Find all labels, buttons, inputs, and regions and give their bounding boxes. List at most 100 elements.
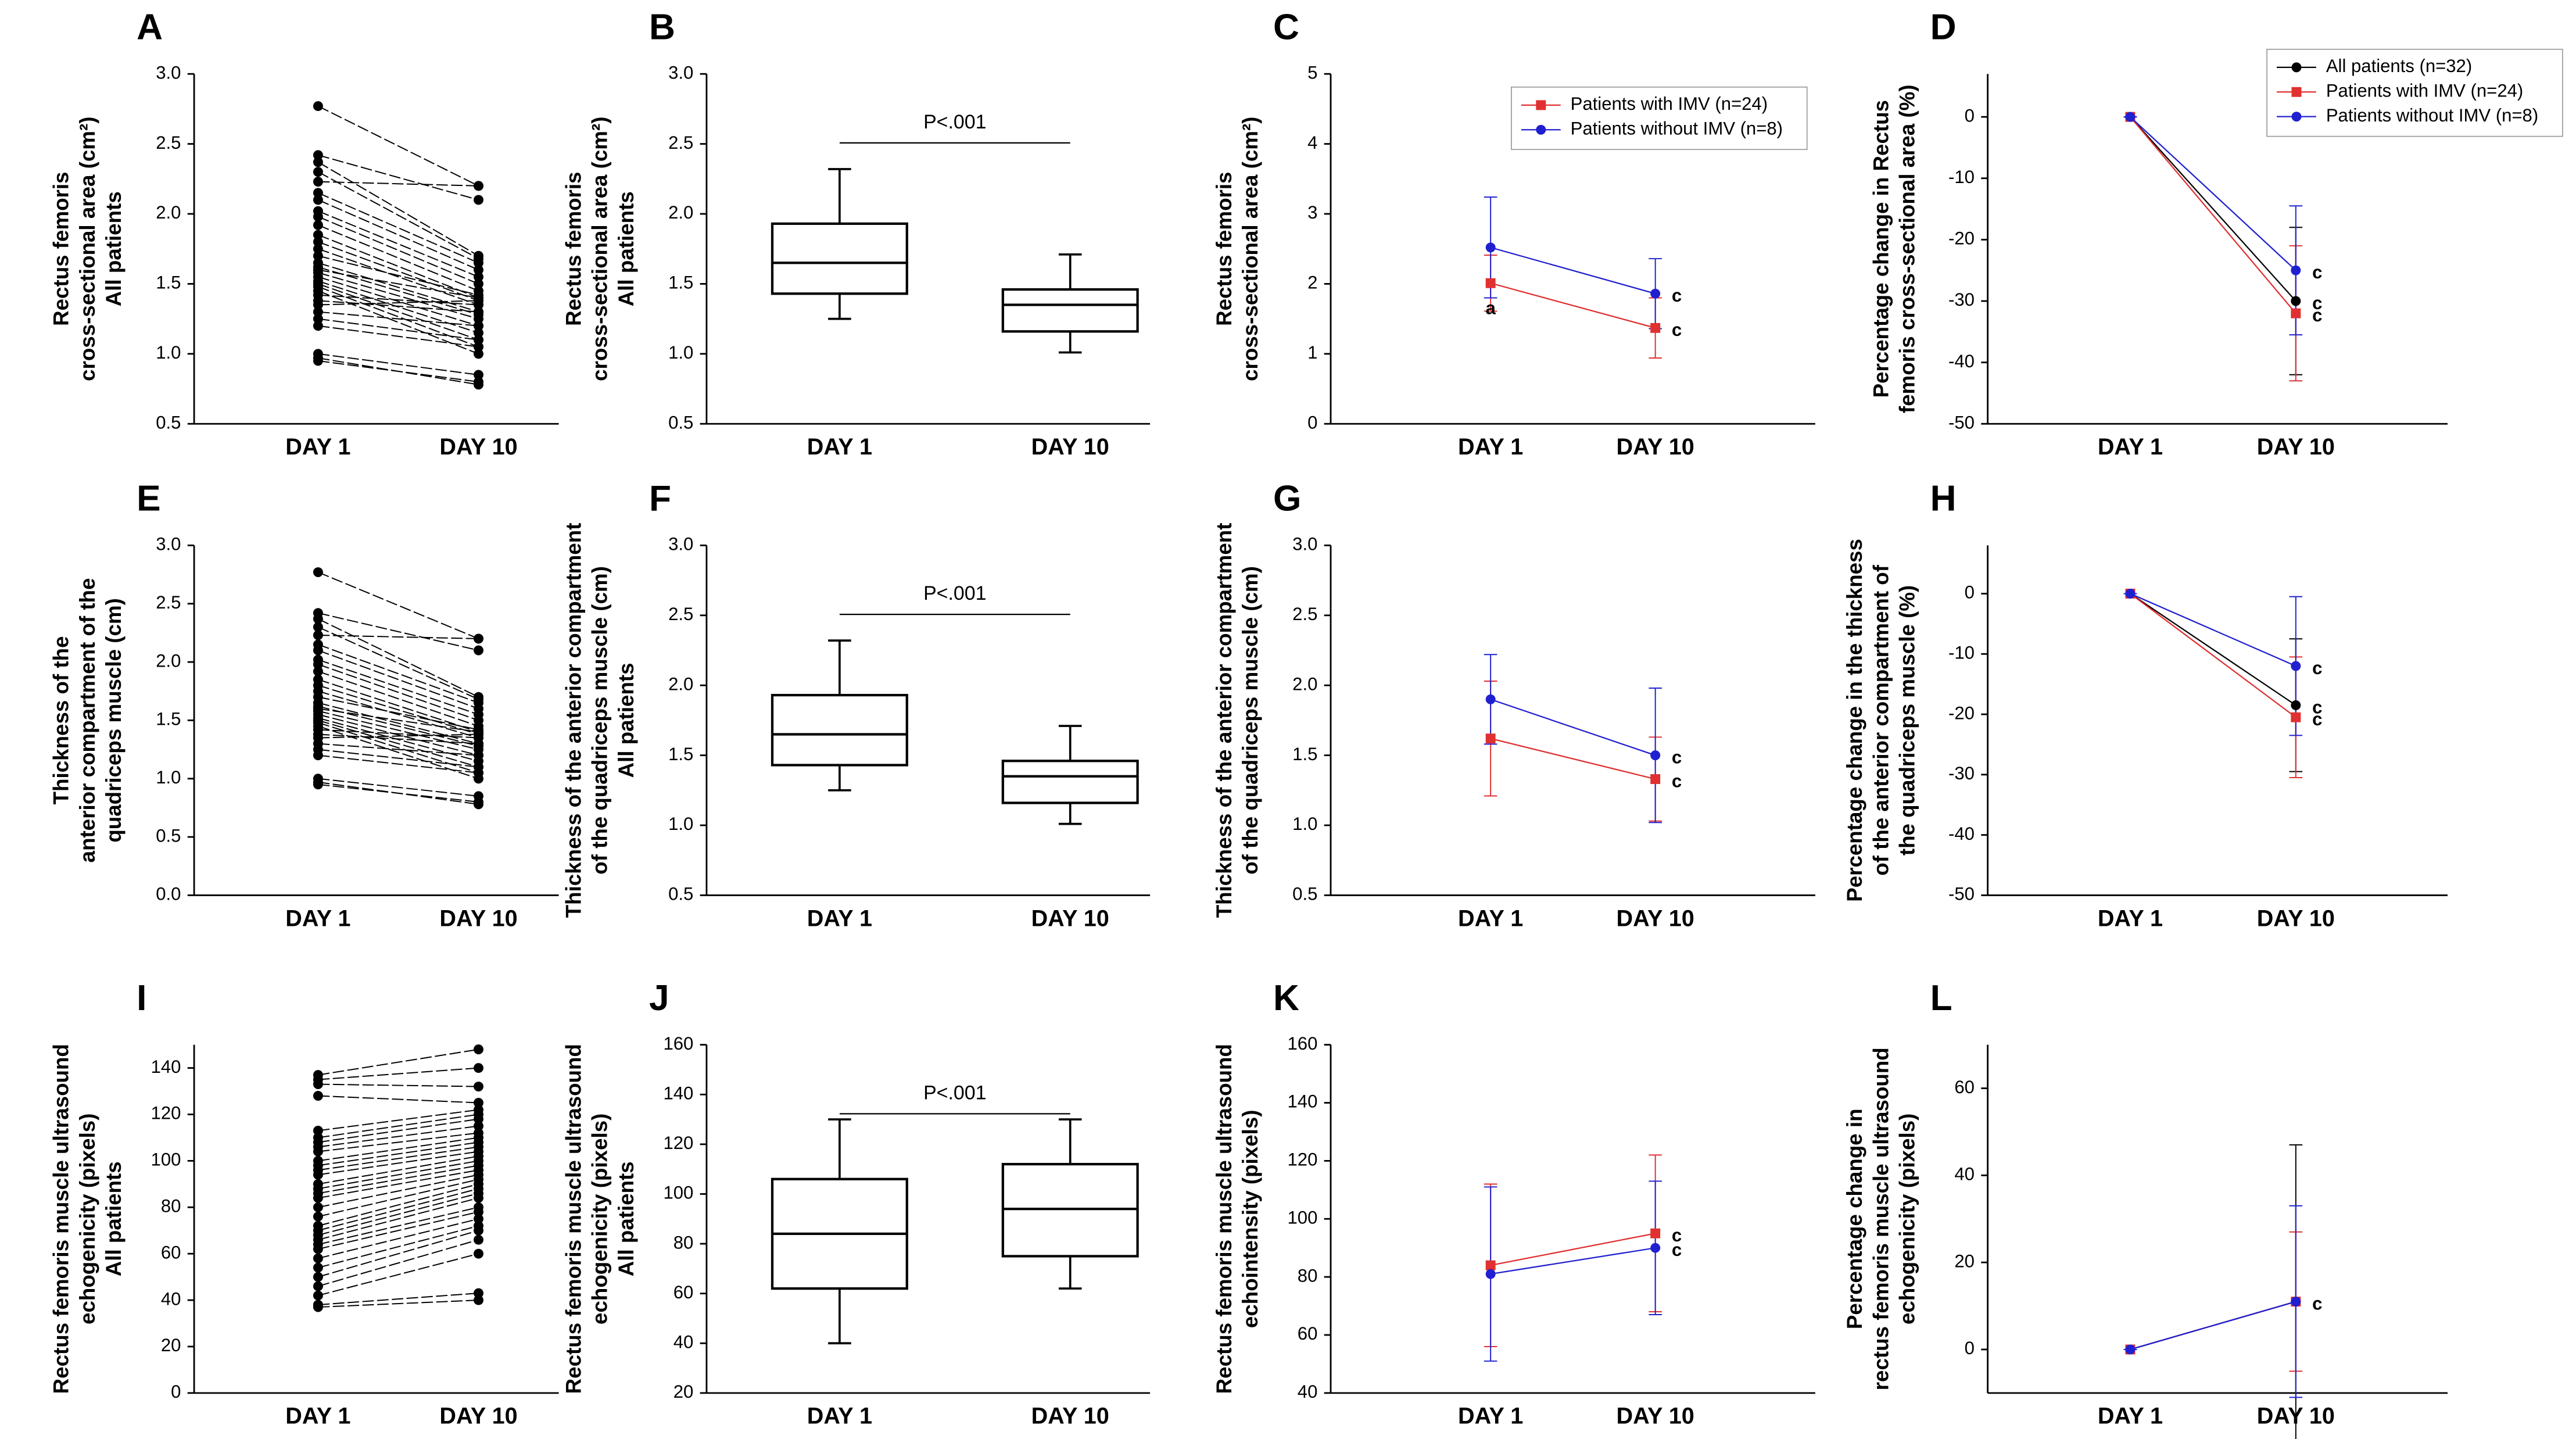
patient-line	[318, 644, 479, 704]
patient-line	[318, 224, 479, 292]
y-axis-label: the quadriceps muscle (%)	[1896, 585, 1919, 855]
point-label: c	[1672, 771, 1682, 791]
patient-line	[318, 1141, 479, 1166]
patient-point	[313, 567, 323, 578]
patient-line	[318, 1067, 479, 1080]
significance-label: P<.001	[923, 1082, 986, 1104]
patient-point	[474, 1121, 483, 1131]
y-tick-label: 1.0	[668, 814, 693, 834]
patient-line	[318, 1137, 479, 1162]
y-tick-label: -30	[1948, 763, 1975, 783]
patient-line	[318, 1160, 479, 1190]
y-tick-label: -50	[1948, 412, 1975, 432]
patient-line	[318, 634, 479, 639]
patient-line	[318, 1151, 479, 1176]
x-tick-label: DAY 1	[1458, 905, 1523, 931]
patient-line	[318, 192, 479, 264]
panel-letter: H	[1930, 478, 1957, 518]
y-tick-label: 5	[1307, 62, 1317, 83]
y-tick-label: -50	[1948, 884, 1975, 904]
patient-line	[318, 1253, 479, 1297]
y-tick-label: -10	[1948, 642, 1975, 663]
patient-point	[474, 1114, 483, 1124]
patient-point	[313, 622, 323, 632]
patient-point	[313, 703, 323, 714]
series-line	[2130, 116, 2296, 302]
series-line	[2130, 1301, 2296, 1351]
patient-point	[474, 195, 483, 205]
y-axis-label: All patients	[614, 1161, 638, 1276]
patient-point	[474, 377, 483, 387]
patient-point	[474, 1214, 483, 1224]
patient-point	[474, 271, 483, 282]
patient-line	[318, 1197, 479, 1241]
legend-label: Patients with IMV (n=24)	[2326, 81, 2523, 101]
patient-point	[313, 1272, 323, 1282]
patient-point	[313, 779, 323, 790]
point-label: c	[2312, 262, 2322, 282]
y-tick-label: 1	[1307, 342, 1317, 363]
y-tick-label: 1.0	[156, 342, 181, 363]
y-axis-label: quadriceps muscle (cm)	[102, 598, 126, 843]
point-label: c	[1672, 1225, 1682, 1245]
panel-letter: A	[137, 7, 163, 47]
legend-marker	[1536, 100, 1546, 110]
patient-point	[313, 300, 323, 310]
y-tick-label: 2.0	[668, 674, 693, 694]
patient-line	[318, 1109, 479, 1132]
patient-line	[318, 612, 479, 651]
patient-line	[318, 1218, 479, 1259]
patient-line	[318, 717, 479, 762]
patient-line	[318, 276, 479, 327]
point-label: c	[1672, 1240, 1682, 1260]
y-axis-label: Rectus femoris	[49, 172, 73, 326]
patient-line	[318, 743, 479, 756]
patient-point	[313, 1125, 323, 1136]
patient-point	[474, 342, 483, 352]
point	[2125, 112, 2136, 122]
patient-point	[474, 314, 483, 324]
point-label: c	[2312, 305, 2322, 325]
x-tick-label: DAY 1	[2098, 905, 2163, 931]
patient-point	[474, 1288, 483, 1298]
patient-point	[313, 666, 323, 676]
y-axis-label: All patients	[102, 191, 126, 306]
x-tick-label: DAY 1	[2098, 434, 2163, 460]
y-tick-label: 1.0	[156, 767, 181, 787]
patient-line	[318, 280, 479, 334]
box	[1001, 288, 1139, 333]
point	[2291, 296, 2301, 306]
y-tick-label: -30	[1948, 289, 1975, 310]
patient-line	[318, 283, 479, 341]
patient-point	[474, 1063, 483, 1073]
y-axis-label: All patients	[614, 191, 638, 306]
box	[1001, 1162, 1139, 1258]
patient-line	[318, 1165, 479, 1194]
panel: F Thickness of the anterior compartment of…	[562, 478, 1151, 931]
patient-line	[318, 1293, 479, 1306]
patient-line	[318, 210, 479, 278]
patient-point	[313, 321, 323, 331]
panel: L Percentage change in rectus femoris musc…	[1843, 978, 2448, 1439]
legend-label: Patients without IMV (n=8)	[2326, 105, 2538, 126]
point-label: a	[1485, 298, 1496, 318]
point	[1650, 1228, 1661, 1238]
y-tick-label: 60	[1954, 1077, 1975, 1097]
series-line	[1490, 282, 1656, 329]
series-line	[2130, 593, 2296, 706]
panel-letter: G	[1273, 478, 1301, 518]
x-tick-label: DAY 10	[439, 434, 517, 460]
patient-point	[474, 797, 483, 807]
x-tick-label: DAY 1	[1458, 434, 1523, 460]
patient-line	[318, 1193, 479, 1236]
patient-line	[318, 1188, 479, 1232]
y-tick-label: 0.0	[156, 884, 181, 904]
y-tick-label: 0	[1307, 412, 1317, 432]
patient-point	[313, 188, 323, 198]
point	[1485, 1260, 1496, 1270]
y-tick-label: 20	[161, 1335, 181, 1355]
y-tick-label: 0.5	[668, 884, 693, 904]
y-axis-label: Percentage change in Rectus	[1869, 100, 1893, 398]
